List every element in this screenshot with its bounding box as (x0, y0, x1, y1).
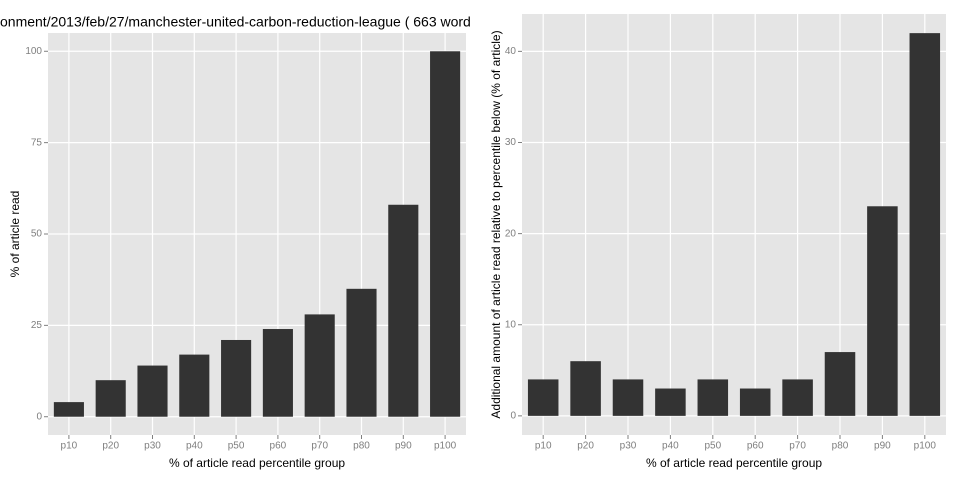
bar (137, 365, 168, 417)
y-tick-label: 100 (25, 46, 42, 57)
bar (53, 402, 84, 417)
x-tick-label: p60 (747, 441, 764, 452)
x-tick-label: p50 (704, 441, 721, 452)
bar (179, 354, 210, 417)
bar (346, 288, 377, 417)
bar (782, 379, 813, 416)
y-tick-label: 30 (505, 137, 517, 148)
x-tick-label: p90 (874, 441, 891, 452)
bar (262, 329, 293, 417)
x-axis-label: % of article read percentile group (646, 456, 822, 470)
y-tick-label: 20 (505, 228, 517, 239)
bar (697, 379, 729, 416)
bar (388, 204, 419, 417)
x-tick-label: p70 (789, 441, 806, 452)
y-tick-label: 50 (31, 229, 43, 240)
y-tick-label: 10 (505, 319, 517, 330)
bar (739, 388, 771, 416)
bar (430, 51, 461, 417)
x-tick-label: p20 (577, 441, 594, 452)
bar (221, 339, 252, 417)
x-tick-label: p40 (186, 441, 203, 452)
x-tick-label: p70 (311, 441, 328, 452)
x-tick-label: p90 (395, 441, 412, 452)
bar (570, 361, 601, 416)
bar (909, 33, 941, 416)
chart-title: onment/2013/feb/27/manchester-united-car… (0, 14, 471, 30)
bar (824, 352, 856, 416)
y-tick-label: 75 (31, 137, 43, 148)
y-axis-label: Additional amount of article read relati… (489, 30, 503, 418)
bar (304, 314, 335, 417)
x-axis-label: % of article read percentile group (169, 456, 345, 470)
x-tick-label: p10 (535, 441, 552, 452)
x-tick-label: p30 (144, 441, 161, 452)
bar (612, 379, 644, 416)
y-tick-label: 0 (510, 411, 516, 422)
x-tick-label: p100 (434, 441, 457, 452)
y-axis-label: % of article read (8, 191, 22, 278)
y-tick-label: 40 (505, 46, 517, 57)
x-tick-label: p80 (832, 441, 849, 452)
y-tick-label: 25 (31, 320, 43, 331)
x-tick-label: p20 (102, 441, 119, 452)
x-tick-label: p100 (914, 441, 937, 452)
x-tick-label: p10 (61, 441, 78, 452)
bar (867, 206, 898, 416)
bar (95, 380, 126, 417)
x-tick-label: p50 (228, 441, 245, 452)
x-tick-label: p60 (270, 441, 287, 452)
bar (527, 379, 559, 416)
x-tick-label: p80 (353, 441, 370, 452)
x-tick-label: p30 (620, 441, 637, 452)
bar (655, 388, 686, 416)
x-tick-label: p40 (662, 441, 679, 452)
y-tick-label: 0 (36, 411, 42, 422)
